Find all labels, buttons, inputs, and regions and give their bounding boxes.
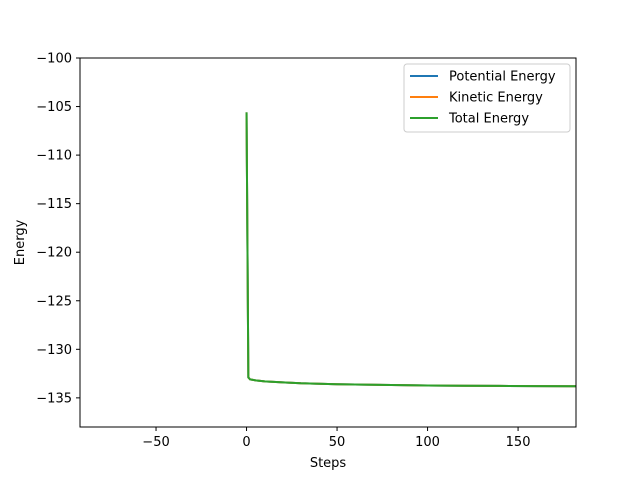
y-tick-label: −115 <box>36 197 72 212</box>
x-tick-label: 0 <box>242 435 250 450</box>
series-line-total-energy <box>245 112 576 388</box>
x-tick-label: 100 <box>415 435 440 450</box>
y-tick-label: −130 <box>36 343 72 358</box>
y-axis-ticks: −100 −105 −110 −115 −120 −125 −130 −135 <box>36 52 80 406</box>
y-tick-label: −125 <box>36 294 72 309</box>
y-tick-label: −105 <box>36 100 72 115</box>
x-axis-ticks: −50 0 50 100 150 <box>142 427 530 450</box>
plot-frame <box>79 57 577 428</box>
x-axis-label: Steps <box>310 456 347 471</box>
y-tick-label: −110 <box>36 149 72 164</box>
y-tick-label: −135 <box>36 391 72 406</box>
legend-label: Kinetic Energy <box>449 91 543 106</box>
legend-label: Total Energy <box>448 112 529 127</box>
legend: Potential Energy Kinetic Energy Total Ener… <box>403 63 571 133</box>
y-axis-label: Energy <box>13 219 28 265</box>
series-lines <box>245 112 576 388</box>
x-tick-label: 150 <box>506 435 531 450</box>
y-tick-label: −120 <box>36 246 72 261</box>
legend-label: Potential Energy <box>449 70 556 85</box>
x-tick-label: −50 <box>142 435 169 450</box>
x-tick-label: 50 <box>329 435 346 450</box>
legend-box <box>403 63 571 133</box>
y-tick-label: −100 <box>36 52 72 67</box>
